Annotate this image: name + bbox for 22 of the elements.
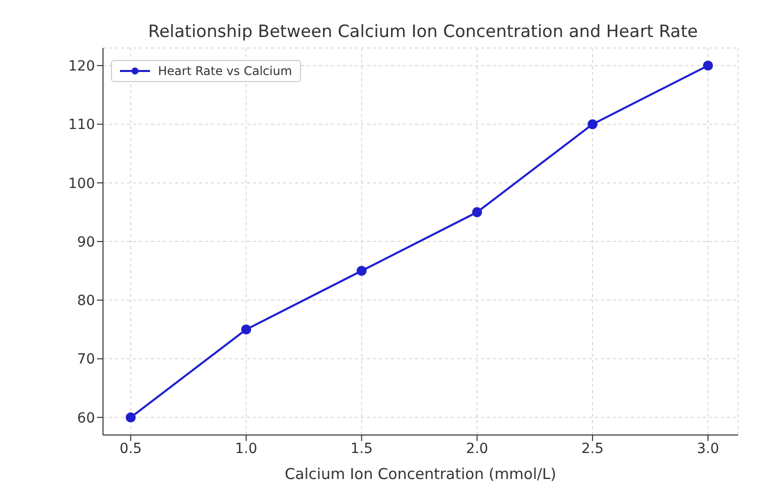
legend-label: Heart Rate vs Calcium bbox=[158, 64, 292, 78]
point bbox=[356, 266, 367, 276]
y-tick-label: 110 bbox=[68, 117, 95, 134]
x-tick-label: 1.0 bbox=[235, 440, 258, 457]
x-tick-label: 2.0 bbox=[466, 440, 488, 457]
y-tick-label: 100 bbox=[68, 176, 95, 192]
point bbox=[126, 412, 136, 422]
x-tick-label: 0.5 bbox=[120, 440, 142, 457]
y-tick-label: 80 bbox=[77, 293, 95, 310]
x-tick-label: 1.5 bbox=[350, 440, 373, 457]
point bbox=[588, 119, 598, 130]
point bbox=[472, 207, 482, 218]
point bbox=[241, 324, 252, 334]
x-axis-title: Calcium Ion Concentration (mmol/L) bbox=[284, 465, 556, 483]
point bbox=[702, 60, 713, 71]
x-tick-label: 2.5 bbox=[581, 440, 604, 457]
y-tick-label: 120 bbox=[68, 58, 95, 75]
y-tick-label: 60 bbox=[77, 410, 95, 426]
y-tick-label: 70 bbox=[77, 352, 95, 368]
chart-title: Relationship Between Calcium Ion Concentration and Heart Rate bbox=[147, 22, 699, 42]
y-tick-label: 90 bbox=[77, 234, 95, 250]
x-tick-label: 3.0 bbox=[696, 440, 720, 457]
